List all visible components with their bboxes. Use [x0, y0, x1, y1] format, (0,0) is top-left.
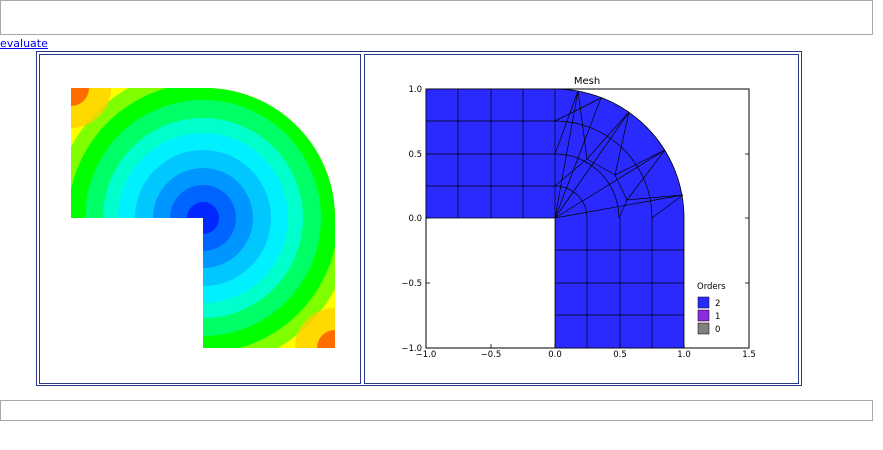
- code-input-area[interactable]: [0, 0, 873, 35]
- legend-swatch-0: [697, 322, 710, 335]
- legend-label: 1: [715, 312, 720, 322]
- mesh-plot-cell: Mesh: [364, 54, 799, 384]
- mesh-plot: Mesh: [401, 76, 756, 360]
- result-frame: Mesh: [36, 51, 802, 386]
- y-tick-label: −0.5: [401, 279, 422, 289]
- y-tick-label: 1.0: [408, 85, 422, 95]
- x-tick-label: 0.5: [613, 350, 627, 360]
- legend-title: Orders: [697, 282, 726, 292]
- solution-plot: [71, 88, 335, 348]
- output-area[interactable]: [0, 400, 873, 421]
- tick-marks: [425, 88, 750, 349]
- solution-plot-cell: [39, 54, 361, 384]
- legend: Orders 2 1 0: [697, 282, 726, 335]
- legend-label: 0: [715, 325, 720, 335]
- x-tick-label: −0.5: [481, 350, 502, 360]
- evaluate-link[interactable]: evaluate: [0, 37, 48, 50]
- solution-heatmap: [71, 88, 335, 348]
- legend-label: 2: [715, 299, 720, 309]
- legend-swatch-1: [697, 309, 710, 322]
- x-tick-label: −1.0: [416, 350, 437, 360]
- y-tick-label: −1.0: [401, 344, 422, 354]
- y-tick-label: 0.5: [408, 150, 422, 160]
- chart-title: Mesh: [574, 76, 600, 87]
- y-tick-label: 0.0: [408, 214, 422, 224]
- x-tick-label: 1.0: [677, 350, 691, 360]
- legend-swatch-2: [697, 296, 710, 309]
- x-tick-label: 1.5: [742, 350, 756, 360]
- x-tick-label: 0.0: [548, 350, 562, 360]
- mesh-lines: [426, 89, 684, 348]
